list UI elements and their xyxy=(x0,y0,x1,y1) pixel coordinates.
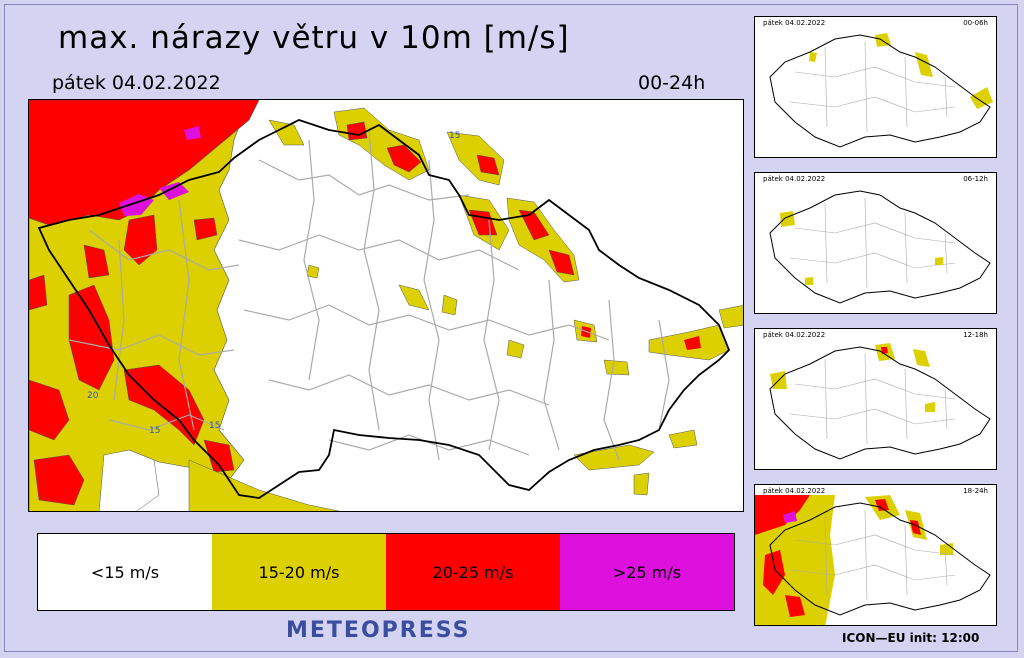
gust-zone-yellow-scatter-3 xyxy=(306,264,320,279)
gust-zone-white-southwest xyxy=(98,449,160,511)
gust-zone-red-north-2 xyxy=(346,121,368,141)
legend-item-20-25: 20-25 m/s xyxy=(386,534,560,610)
legend-label: >25 m/s xyxy=(612,562,682,582)
page-frame xyxy=(4,4,1018,652)
legend-item-above-25: >25 m/s xyxy=(560,534,734,610)
main-map-svg: 15 20 15 15 xyxy=(29,100,743,511)
legend-item-below-15: <15 m/s xyxy=(38,534,212,610)
gust-zone-red-scatter-6 xyxy=(684,336,701,350)
thumbnail-range: 06-12h xyxy=(963,175,988,183)
thumbnail-map xyxy=(769,190,991,304)
thumbnail-00-06[interactable]: pátek 04.02.2022 00-06h xyxy=(754,16,997,158)
gust-zone-yellow-scatter-2 xyxy=(441,294,458,316)
forecast-range: 00-24h xyxy=(638,72,706,94)
legend-item-15-20: 15-20 m/s xyxy=(212,534,386,610)
thumbnail-date: pátek 04.02.2022 xyxy=(763,175,826,183)
thumbnail-range: 18-24h xyxy=(963,487,988,495)
gust-zone-magenta-3 xyxy=(184,126,201,140)
legend-label: <15 m/s xyxy=(90,562,160,582)
thumbnail-12-18[interactable]: pátek 04.02.2022 12-18h xyxy=(754,328,997,470)
thumbnail-18-24[interactable]: pátek 04.02.2022 18-24h xyxy=(754,484,997,626)
gust-zone-yellow-scatter-10 xyxy=(633,472,650,496)
gust-zone-yellow-scatter-7 xyxy=(603,359,630,376)
contour-label-3: 15 xyxy=(149,426,160,436)
gust-zone-yellow-scatter-1 xyxy=(398,284,430,311)
gust-zone-yellow-scatter-4 xyxy=(506,339,525,359)
thumbnail-range: 00-06h xyxy=(963,19,988,27)
thumbnail-date: pátek 04.02.2022 xyxy=(763,19,826,27)
gust-zone-red-7 xyxy=(203,439,235,473)
gust-zone-red-north-3 xyxy=(476,154,500,176)
gust-zone-yellow-scatter-9 xyxy=(668,429,698,449)
gust-zone-red-4 xyxy=(83,244,110,279)
contour-label-4: 15 xyxy=(209,421,220,431)
model-info: ICON—EU init: 12:00 xyxy=(842,631,980,645)
gust-zone-red-5 xyxy=(68,284,115,391)
legend: <15 m/s 15-20 m/s 20-25 m/s >25 m/s xyxy=(37,533,735,611)
thumbnail-map xyxy=(755,495,991,625)
main-map: 15 20 15 15 xyxy=(28,99,744,512)
gust-zone-yellow-south xyxy=(188,459,341,511)
contour-label-1: 15 xyxy=(449,131,460,141)
district-borders xyxy=(68,129,670,461)
thumbnail-06-12[interactable]: pátek 04.02.2022 06-12h xyxy=(754,172,997,314)
thumbnail-date: pátek 04.02.2022 xyxy=(763,487,826,495)
page-title: max. nárazy větru v 10m [m/s] xyxy=(58,20,570,56)
gust-zone-red-3 xyxy=(193,217,218,241)
gust-zone-red-10 xyxy=(29,274,48,311)
country-border xyxy=(37,119,731,499)
gust-zone-red-2 xyxy=(123,214,158,266)
gust-zone-red-9 xyxy=(33,454,85,506)
gust-zone-red-north-1 xyxy=(386,144,422,173)
gust-zone-red-8 xyxy=(29,379,70,441)
gust-zone-red-6 xyxy=(123,364,205,446)
gust-zone-red-north-6 xyxy=(548,249,575,276)
thumbnail-map xyxy=(769,343,991,460)
thumbnail-map xyxy=(769,33,993,148)
brand-logo: METEOPRESS xyxy=(286,618,471,643)
gust-zone-red-north-5 xyxy=(518,209,550,241)
legend-label: 20-25 m/s xyxy=(432,562,514,582)
gust-zone-yellow-scatter-11 xyxy=(718,305,743,329)
gust-zone-yellow-north-5 xyxy=(268,119,305,146)
gust-zone-magenta-2 xyxy=(159,182,189,200)
legend-label: 15-20 m/s xyxy=(258,562,340,582)
contour-label-2: 20 xyxy=(87,391,99,401)
thumbnail-date: pátek 04.02.2022 xyxy=(763,331,826,339)
gust-zone-yellow-scatter-8 xyxy=(573,444,655,471)
forecast-date: pátek 04.02.2022 xyxy=(52,72,221,94)
gust-zone-yellow-north-1 xyxy=(333,107,430,181)
thumbnail-range: 12-18h xyxy=(963,331,988,339)
